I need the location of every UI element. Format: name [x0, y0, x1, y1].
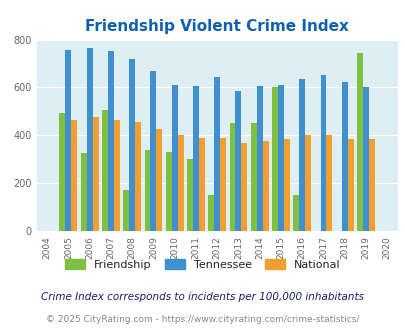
Bar [356, 53, 362, 231]
Bar [326, 135, 332, 231]
Bar [235, 90, 241, 231]
Bar [144, 150, 150, 231]
Bar [129, 59, 135, 231]
Bar [362, 87, 368, 231]
Bar [208, 195, 214, 231]
Bar [92, 117, 98, 231]
Bar [256, 86, 262, 231]
Bar [150, 71, 156, 231]
Bar [283, 139, 289, 231]
Bar [192, 86, 198, 231]
Bar [271, 87, 277, 231]
Bar [60, 113, 65, 231]
Bar [87, 49, 92, 231]
Bar [114, 120, 119, 231]
Bar [347, 139, 353, 231]
Bar [81, 153, 87, 231]
Bar [305, 135, 310, 231]
Bar [220, 138, 226, 231]
Bar [65, 50, 71, 231]
Bar [177, 135, 183, 231]
Bar [292, 195, 298, 231]
Bar [241, 143, 247, 231]
Bar [156, 129, 162, 231]
Bar [368, 139, 374, 231]
Bar [187, 159, 192, 231]
Bar [277, 85, 283, 231]
Bar [165, 152, 171, 231]
Bar [135, 122, 141, 231]
Bar [250, 123, 256, 231]
Bar [298, 79, 305, 231]
Bar [108, 51, 114, 231]
Bar [262, 141, 268, 231]
Bar [198, 138, 205, 231]
Bar [71, 120, 77, 231]
Text: Crime Index corresponds to incidents per 100,000 inhabitants: Crime Index corresponds to incidents per… [41, 292, 364, 302]
Bar [123, 190, 129, 231]
Title: Friendship Violent Crime Index: Friendship Violent Crime Index [85, 19, 348, 34]
Bar [320, 75, 326, 231]
Bar [214, 77, 220, 231]
Bar [102, 110, 108, 231]
Legend: Friendship, Tennessee, National: Friendship, Tennessee, National [61, 255, 344, 274]
Bar [171, 85, 177, 231]
Bar [341, 82, 347, 231]
Bar [229, 123, 235, 231]
Text: © 2025 CityRating.com - https://www.cityrating.com/crime-statistics/: © 2025 CityRating.com - https://www.city… [46, 315, 359, 324]
